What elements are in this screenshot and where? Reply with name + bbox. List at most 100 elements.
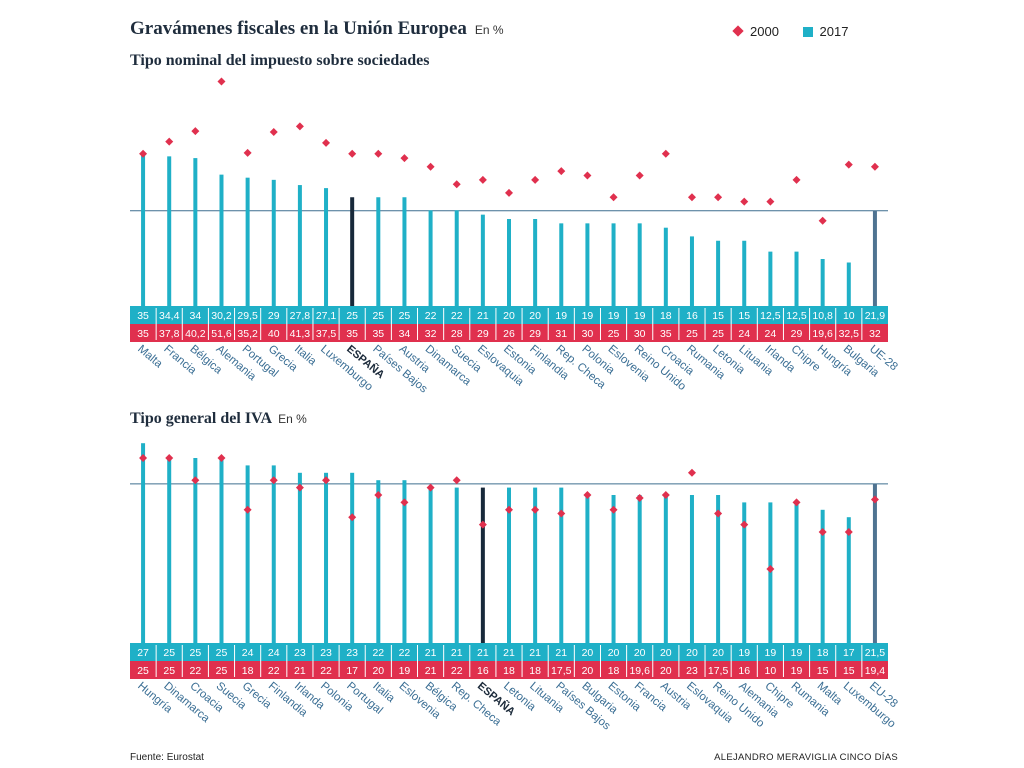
value-2017-label: 21,9 [865, 310, 886, 322]
marker-2000 [609, 505, 618, 514]
bar-2017 [872, 210, 877, 306]
marker-2000 [661, 149, 670, 158]
bar-2017 [271, 179, 276, 306]
value-2000-label: 32,5 [839, 328, 860, 340]
marker-2000 [844, 528, 853, 536]
value-2000-label: 35 [137, 328, 149, 340]
value-2017-label: 15 [738, 310, 750, 322]
value-2017-label: 19 [791, 647, 803, 659]
value-2017-label: 21 [477, 310, 489, 322]
value-2017-label: 20 [634, 647, 646, 659]
value-2000-label: 21 [294, 665, 306, 677]
value-2017-label: 19 [765, 647, 777, 659]
marker-2000 [243, 505, 252, 514]
value-2000-label: 41,3 [290, 328, 311, 340]
value-2017-label: 19 [738, 647, 750, 659]
bar-2017 [428, 487, 433, 643]
bar-2017 [324, 188, 329, 306]
marker-2000 [139, 454, 148, 462]
bar-2017 [376, 480, 381, 643]
marker-2000 [322, 138, 331, 147]
marker-2000 [792, 498, 801, 507]
value-2000-label: 35,2 [237, 328, 258, 340]
bar-2017 [533, 487, 538, 643]
marker-2000 [661, 491, 670, 499]
chart-main-title: Gravámenes fiscales en la Unión Europea E… [130, 18, 504, 40]
marker-2000 [348, 149, 357, 158]
value-2000-label: 40 [268, 328, 280, 340]
value-2017-label: 19 [608, 310, 620, 322]
value-2017-label: 10 [843, 310, 855, 322]
marker-2000 [766, 197, 775, 206]
chart2-title: Tipo general del IVA En % [130, 410, 307, 428]
value-2017-label: 21 [451, 647, 463, 659]
marker-2000 [295, 483, 304, 492]
bar-2017 [663, 495, 668, 643]
value-2017-label: 20 [660, 647, 672, 659]
bar-2017 [689, 236, 694, 306]
value-2000-label: 17,5 [708, 665, 729, 677]
value-2017-label: 21 [477, 647, 489, 659]
bar-2017 [585, 495, 590, 643]
value-2000-label: 17 [346, 665, 358, 677]
value-2000-label: 22 [451, 665, 463, 677]
legend-label-2017: 2017 [819, 24, 849, 39]
value-2000-label: 31 [555, 328, 567, 340]
value-2000-label: 23 [686, 665, 698, 677]
value-2017-label: 20 [503, 310, 515, 322]
value-2017-label: 27,8 [290, 310, 311, 322]
bar-2017 [402, 480, 407, 643]
value-2000-label: 19,6 [629, 665, 650, 677]
value-2000-label: 28 [451, 328, 463, 340]
value-2017-label: 19 [634, 310, 646, 322]
bar-2017 [611, 495, 616, 643]
value-2017-label: 12,5 [786, 310, 807, 322]
marker-2000 [583, 491, 592, 499]
value-2017-label: 22 [451, 310, 463, 322]
value-2000-label: 22 [320, 665, 332, 677]
marker-2000 [740, 197, 749, 206]
value-2000-label: 20 [660, 665, 672, 677]
bar-2017 [271, 465, 276, 643]
value-2000-label: 19,4 [865, 665, 886, 677]
value-2000-label: 37,5 [316, 328, 337, 340]
value-2000-label: 25 [686, 328, 698, 340]
value-2000-label: 15 [843, 665, 855, 677]
value-2017-label: 23 [346, 647, 358, 659]
marker-2000 [374, 491, 383, 499]
value-2000-label: 32 [425, 328, 437, 340]
value-2017-label: 18 [660, 310, 672, 322]
marker-2000 [478, 175, 487, 184]
value-2017-label: 18 [817, 647, 829, 659]
marker-2000 [557, 509, 566, 518]
marker-2000 [400, 154, 409, 163]
main-title-unit: En % [474, 23, 504, 37]
bar-2017 [219, 174, 224, 306]
value-2000-label: 16 [738, 665, 750, 677]
value-2000-label: 25 [712, 328, 724, 340]
marker-2000 [531, 175, 540, 184]
marker-2000 [583, 171, 592, 180]
value-2000-label: 25 [137, 665, 149, 677]
value-2017-label: 16 [686, 310, 698, 322]
value-2000-label: 24 [765, 328, 777, 340]
bar-2017 [637, 495, 642, 643]
value-2017-label: 19 [582, 310, 594, 322]
value-2000-label: 25 [608, 328, 620, 340]
value-2017-label: 25 [190, 647, 202, 659]
bar-2017 [768, 251, 773, 306]
marker-2000 [374, 149, 383, 158]
marker-2000 [766, 565, 775, 573]
value-2017-label: 15 [712, 310, 724, 322]
chart1-title-text: Tipo nominal del impuesto sobre sociedad… [130, 52, 430, 69]
value-2000-label: 16 [477, 665, 489, 677]
value-2017-label: 22 [399, 647, 411, 659]
value-2000-label: 18 [242, 665, 254, 677]
marker-2000 [348, 513, 357, 522]
bar-2017 [480, 487, 485, 643]
value-2000-label: 22 [190, 665, 202, 677]
value-2000-label: 35 [346, 328, 358, 340]
marker-2000 [635, 493, 644, 502]
value-2017-label: 25 [216, 647, 228, 659]
